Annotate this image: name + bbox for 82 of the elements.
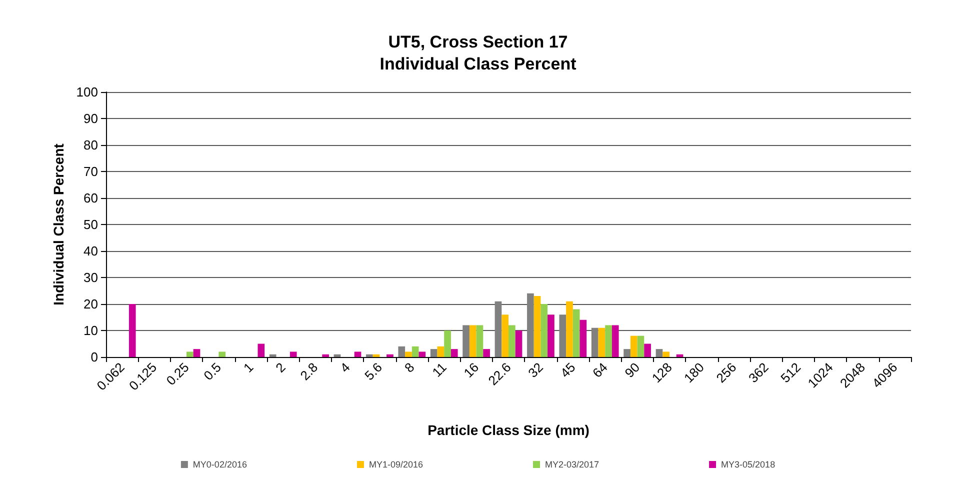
bar	[598, 328, 606, 357]
bar	[580, 320, 587, 357]
bar	[483, 349, 490, 357]
bar	[386, 354, 394, 357]
x-tick-label: 11	[429, 360, 450, 380]
y-tick-label: 100	[76, 84, 98, 100]
bar	[405, 352, 412, 357]
y-tick-label: 20	[84, 296, 98, 312]
bar	[662, 352, 670, 357]
bar	[430, 349, 438, 357]
bar	[494, 301, 502, 357]
legend-label: MY3-05/2018	[721, 460, 776, 470]
bar	[354, 352, 362, 357]
bar	[591, 328, 598, 357]
x-tick-label: 4	[337, 360, 353, 376]
bar	[502, 314, 508, 357]
bar	[290, 352, 297, 357]
bar	[322, 354, 329, 357]
bar	[644, 344, 651, 357]
chart-title: UT5, Cross Section 17 Individual Class Percent	[380, 32, 577, 74]
bar	[548, 314, 554, 357]
x-tick-label: 45	[557, 360, 578, 381]
bar	[534, 296, 541, 357]
y-tick-label: 60	[84, 190, 98, 206]
x-tick-label: 16	[460, 360, 482, 381]
y-tick-label: 30	[84, 270, 98, 285]
bar	[630, 336, 638, 357]
x-tick-label: 362	[745, 360, 772, 386]
x-tick-label: 90	[622, 360, 643, 381]
y-tick-label: 50	[84, 217, 98, 232]
bar	[637, 336, 644, 357]
legend-label: MY0-02/2016	[192, 460, 247, 470]
bar	[450, 349, 458, 357]
bar	[572, 309, 580, 357]
x-tick-label: 0.25	[163, 360, 192, 388]
bar	[612, 325, 619, 357]
bar	[398, 346, 406, 357]
bar	[605, 325, 612, 357]
bar	[269, 354, 276, 357]
y-tick-label: 70	[84, 164, 98, 179]
bar	[462, 325, 470, 357]
x-tick-label: 1	[240, 360, 256, 376]
legend-label: MY1-09/2016	[368, 460, 424, 470]
bar	[258, 344, 265, 357]
x-tick-label: 128	[648, 360, 675, 386]
x-tick-label: 0.5	[200, 360, 224, 384]
x-tick-label: 8	[401, 360, 418, 376]
bar	[366, 354, 373, 357]
bar	[566, 301, 573, 357]
bar	[515, 330, 522, 357]
bar	[186, 352, 194, 357]
bar	[437, 346, 444, 357]
y-tick-label: 10	[84, 323, 98, 338]
y-tick-label: 40	[84, 244, 98, 258]
x-tick-label: 2.8	[297, 360, 321, 384]
bar	[508, 325, 516, 357]
x-axis-title: Particle Class Size (mm)	[428, 422, 590, 438]
legend-label: MY2-03/2017	[545, 460, 600, 470]
bar	[540, 304, 548, 357]
bar	[193, 349, 200, 357]
bar	[527, 293, 534, 357]
bar	[218, 352, 226, 357]
bar	[444, 330, 451, 357]
bar	[624, 349, 630, 357]
x-tick-label: 512	[778, 360, 804, 386]
x-tick-label: 5.6	[362, 360, 386, 384]
x-tick-label: 256	[713, 360, 740, 386]
y-tick-label: 90	[84, 111, 98, 126]
x-tick-label: 2	[272, 360, 288, 376]
y-axis-title: Individual Class Percent	[50, 143, 66, 306]
x-tick-label: 32	[525, 360, 546, 381]
bar	[476, 325, 484, 357]
x-tick-label: 64	[590, 360, 610, 381]
bar	[656, 349, 663, 357]
bar	[559, 314, 566, 357]
bar	[128, 304, 136, 357]
x-tick-label: 180	[681, 360, 708, 386]
bar	[469, 325, 476, 357]
bar	[412, 346, 419, 357]
bar	[418, 352, 426, 357]
y-tick-label: 0	[90, 350, 98, 364]
y-tick-label: 80	[84, 138, 98, 152]
